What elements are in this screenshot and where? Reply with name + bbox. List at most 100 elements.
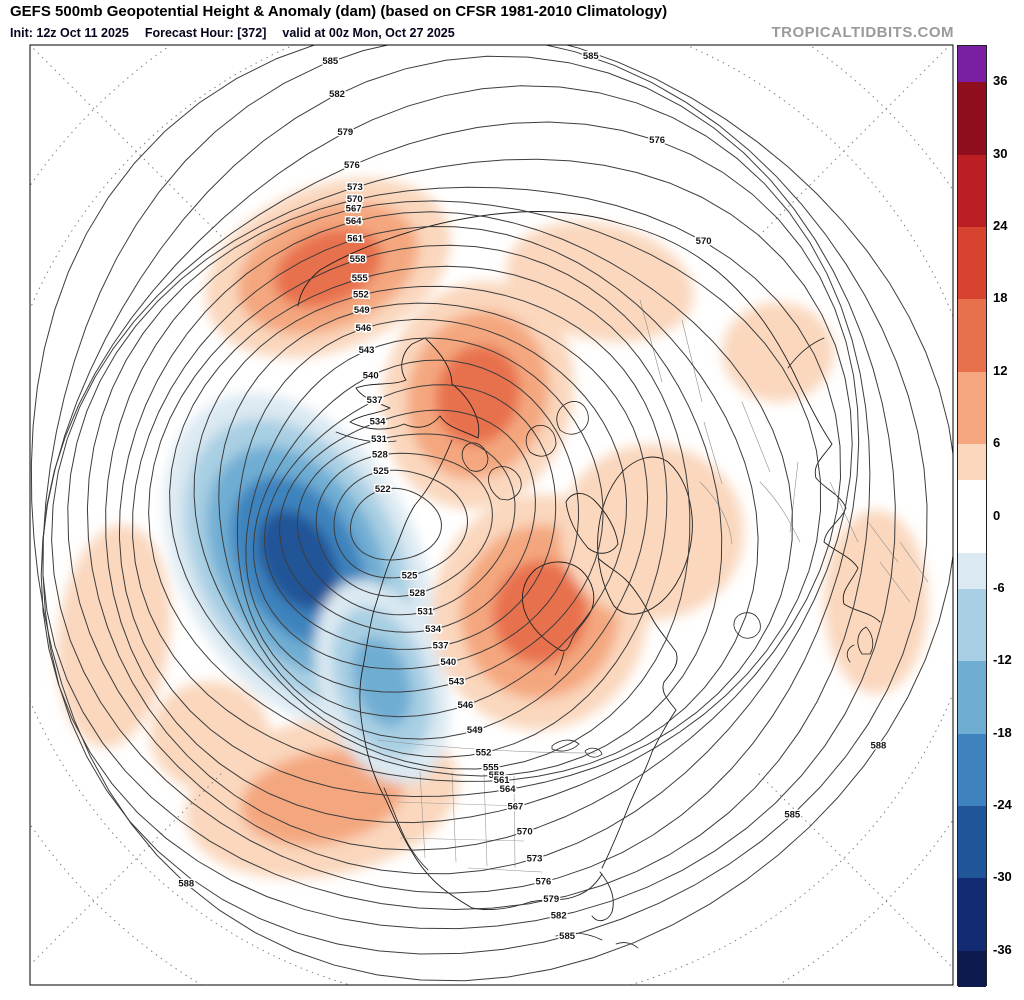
contour-label: 564 <box>346 216 363 227</box>
colorbar-tick-label: -24 <box>993 797 1012 813</box>
borders-eurasia <box>639 299 929 603</box>
colorbar-segment <box>958 46 986 83</box>
coast-alaska <box>349 337 480 439</box>
contour-label: 555 <box>352 273 369 284</box>
contour-576 <box>51 121 860 894</box>
contour-label: 573 <box>527 854 543 865</box>
contour-label: 588 <box>178 879 194 890</box>
colorbar-tick-label: -12 <box>993 652 1012 668</box>
contour-label: 573 <box>347 182 363 193</box>
colorbar-segment <box>958 154 986 228</box>
contour-555 <box>169 265 691 770</box>
contour-570 <box>86 186 842 851</box>
contour-label: 531 <box>417 606 434 617</box>
colorbar-segment <box>958 806 986 879</box>
colorbar-segment <box>958 480 986 517</box>
contour-534 <box>279 409 536 633</box>
colorbar-segment <box>958 444 986 481</box>
borders-us-states <box>397 771 543 873</box>
contour-528 <box>315 452 493 598</box>
colorbar-tick-label: 24 <box>993 217 1008 233</box>
init-time: Init: 12z Oct 11 2025 <box>10 26 129 40</box>
contour-label: 576 <box>344 160 360 171</box>
colorbar-segment <box>958 950 986 988</box>
coast-iceland <box>733 612 761 639</box>
coast-west-and-gulf <box>359 439 603 911</box>
contour-label: 558 <box>489 770 505 781</box>
contour-label: 525 <box>373 466 390 477</box>
contour-label: 570 <box>347 194 363 205</box>
contour-label: 561 <box>494 775 511 786</box>
contour-561 <box>132 225 759 782</box>
contour-558 <box>148 244 723 777</box>
forecast-hour: Forecast Hour: [372] <box>144 26 267 40</box>
colorbar-tick-label: 6 <box>993 435 1001 451</box>
negative-anomaly-band <box>352 637 412 727</box>
colorbar-segment <box>958 552 986 590</box>
coast-ellesmere-island <box>556 401 589 435</box>
border-us-canada <box>377 739 597 754</box>
colorbar-segment <box>958 82 986 156</box>
contour-label: 546 <box>355 323 371 334</box>
contour-540 <box>252 359 580 670</box>
positive-anomaly-band <box>150 681 270 791</box>
contour-label: 543 <box>448 677 464 688</box>
positive-anomaly-band <box>240 750 404 846</box>
colorbar-segment <box>958 516 986 554</box>
colorbar-segment <box>958 733 986 807</box>
contour-label: 570 <box>696 236 712 247</box>
contour-label: 561 <box>347 234 364 245</box>
coast-baffin-island <box>565 493 619 554</box>
positive-anomaly-band <box>57 524 171 748</box>
positive-anomaly-band <box>560 444 744 620</box>
contour-labels: 5855825795765735705675645615585555525495… <box>177 50 888 944</box>
contour-label: 585 <box>559 931 576 942</box>
coast-ireland <box>846 644 855 663</box>
contour-label: 531 <box>371 434 388 445</box>
contour-label: 528 <box>372 450 388 461</box>
contour-label: 549 <box>467 725 483 736</box>
coast-hudson-bay <box>522 561 595 652</box>
contour-label: 582 <box>551 910 567 921</box>
map-frame <box>29 44 954 986</box>
colorbar-segment <box>958 878 986 952</box>
colorbar <box>957 45 987 988</box>
contour-585 <box>42 45 928 955</box>
contour-label: 552 <box>353 290 369 301</box>
coast-baja <box>383 787 429 871</box>
contour-label: 567 <box>346 204 362 215</box>
contour-label: 525 <box>402 570 419 581</box>
valid-time: valid at 00z Mon, Oct 27 2025 <box>282 26 455 40</box>
contour-label: 537 <box>367 395 383 406</box>
contour-label: 549 <box>354 305 370 316</box>
colorbar-tick-label: 18 <box>993 290 1008 306</box>
contour-582 <box>40 55 896 930</box>
contour-label: 552 <box>476 747 492 758</box>
positive-anomaly-band <box>824 510 928 694</box>
positive-anomaly-band <box>274 228 382 308</box>
contour-label: 534 <box>370 417 387 428</box>
contour-label: 588 <box>870 740 886 751</box>
colorbar-tick-label: 12 <box>993 362 1008 378</box>
contour-label: 543 <box>359 345 375 356</box>
contour-label: 540 <box>363 370 379 381</box>
positive-anomaly-band <box>506 221 694 343</box>
anomaly-shading <box>57 178 928 879</box>
contour-573 <box>67 158 853 875</box>
contour-579 <box>42 85 871 911</box>
contour-537 <box>264 384 557 650</box>
contour-564 <box>118 211 793 798</box>
contour-label: 585 <box>784 810 801 821</box>
contour-525 <box>333 469 469 579</box>
colorbar-tick-label: 36 <box>993 73 1008 89</box>
colorbar-segment <box>958 371 986 445</box>
contour-label: 534 <box>425 624 442 635</box>
great-lakes <box>551 739 603 758</box>
colorbar-tick-labels: 36 30 24 18 12 6 0 -6 -12 -18 -24 -30 -36 <box>993 45 1023 986</box>
contour-label: 555 <box>483 762 500 773</box>
contour-label: 585 <box>322 56 339 67</box>
height-contours <box>30 45 953 982</box>
contour-522 <box>350 487 442 561</box>
